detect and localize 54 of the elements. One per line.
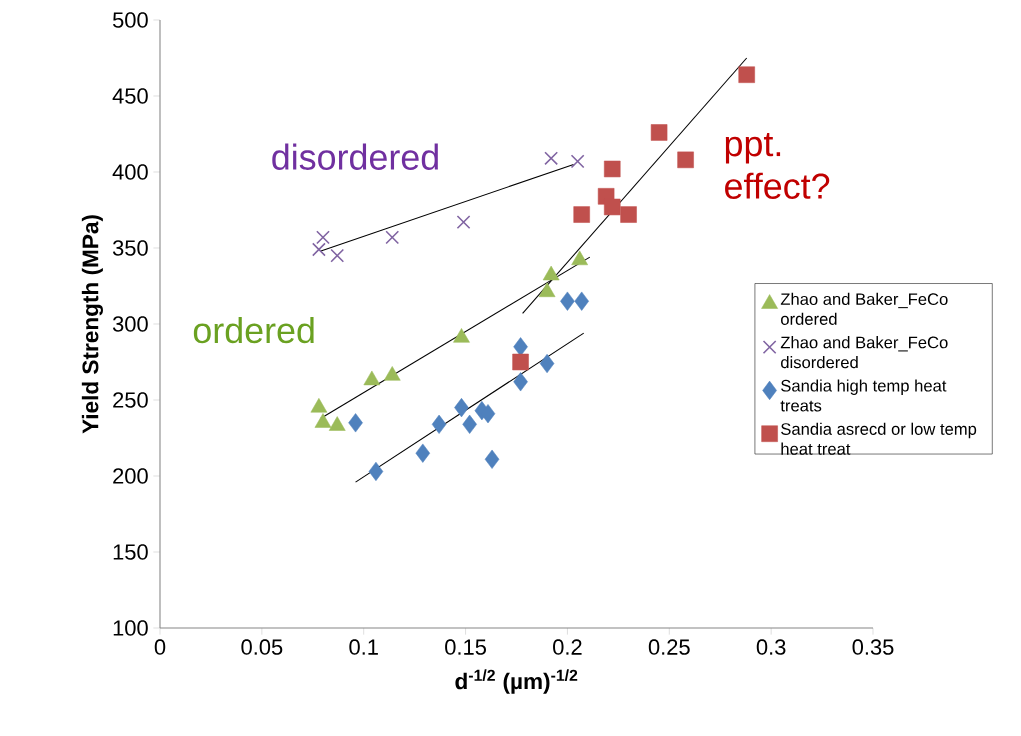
annotation: ppt. effect? [725,132,830,199]
point [456,215,471,230]
x-tick-label: 0.25 [648,639,690,655]
x-tick-label: 0.2 [553,639,582,655]
y-tick-label: 200 [113,468,148,484]
point [620,206,637,223]
y-tick-label: 250 [113,392,148,408]
point [312,242,326,257]
y-axis-title: Yield Strength (MPa) [81,215,103,434]
x-tick-label: 0.15 [445,639,486,655]
point [310,398,328,413]
y-tick-label: 450 [112,88,148,104]
point [512,353,529,371]
point [604,160,621,178]
point [573,206,590,223]
point [513,372,528,392]
point [560,291,575,311]
legend-label: Zhao and Baker_FeCo disordered [780,336,948,369]
point [539,353,555,374]
x-tick-label: 0.1 [349,639,378,655]
point [738,66,755,83]
legend-label: Sandia asrecd or low temp heat treat [781,422,977,455]
point [385,230,400,245]
point [677,151,694,169]
point [348,413,363,433]
legend-label: Zhao and Baker_FeCo ordered [780,292,948,325]
y-tick-label: 150 [113,544,148,560]
point [415,443,431,463]
x-tick-label: 0.35 [852,639,894,655]
y-tick-label: 100 [113,620,148,636]
point [544,151,559,166]
point [604,198,621,216]
point [480,404,496,424]
point [650,124,668,141]
annotation: disordered [272,143,438,170]
y-tick-label: 500 [112,12,148,28]
point [454,398,469,418]
annotation: ordered [193,316,314,344]
x-tick-label: 0 [154,639,166,655]
y-tick-label: 400 [112,164,148,180]
y-tick-label: 300 [112,316,148,332]
legend-label: Sandia high temp heat treats [780,379,947,412]
point [368,461,384,482]
x-tick-label: 0.3 [756,639,786,655]
point [316,230,330,245]
point [431,414,447,434]
x-axis-title: d$^{-1/2}$ (µm)$^{-1/2}$ [455,669,578,694]
point [570,154,585,169]
point [574,291,589,311]
point [330,248,345,263]
point [484,449,500,469]
x-tick-label: 0.05 [241,639,283,655]
point [462,414,477,434]
y-tick-label: 350 [112,240,148,256]
